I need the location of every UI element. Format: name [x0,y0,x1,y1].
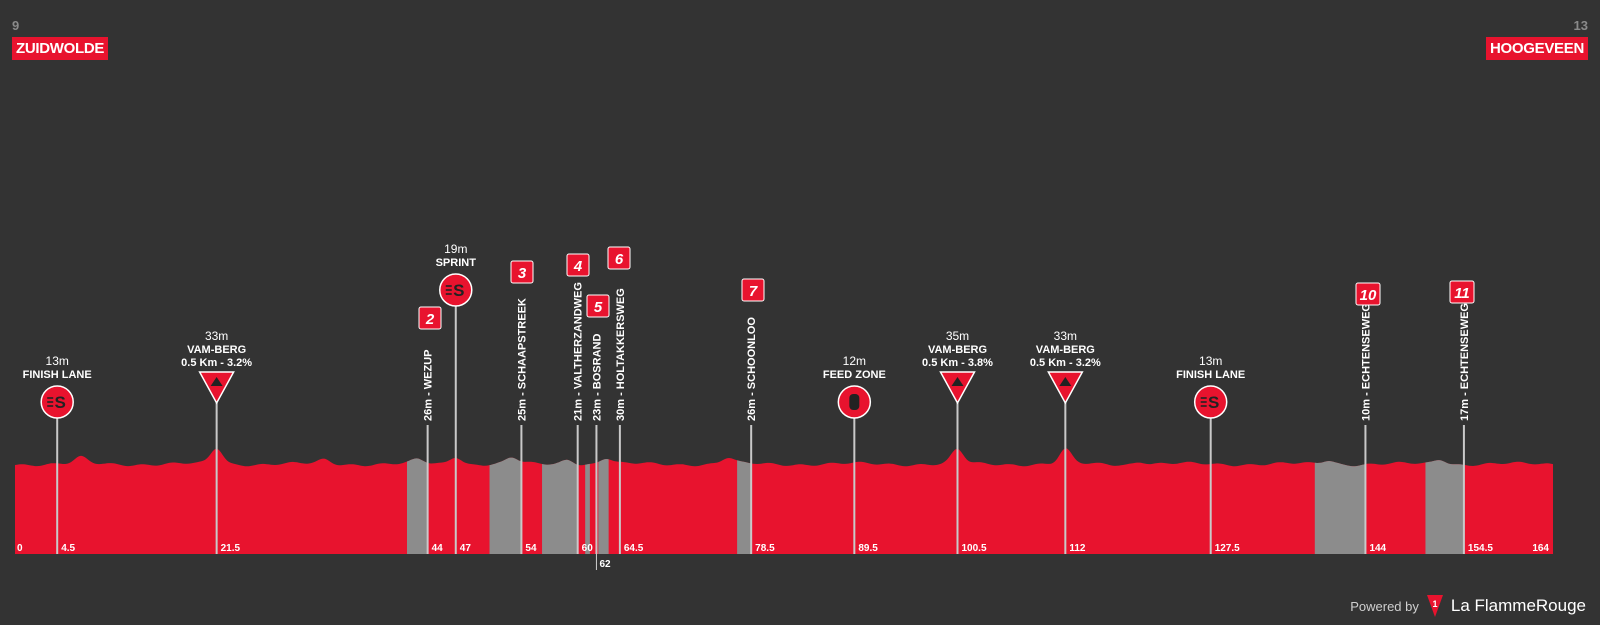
sector-band [1425,448,1464,554]
sector-band [598,448,609,554]
km-tick-label: 127.5 [1215,543,1240,554]
sector-band [542,448,578,554]
km-tick-label: 164 [1532,543,1549,554]
km-tick-label: 60 [582,543,594,554]
sector-band [737,448,752,554]
marker-label: VAM-BERG [187,344,246,356]
marker-detail: 0.5 Km - 3.2% [181,357,252,369]
finish-city: HOOGEVEEN [1486,37,1588,60]
sector-number-badge [418,306,442,330]
marker-label: FEED ZONE [823,369,886,381]
sector-number: 7 [749,283,758,300]
sprint-icon [40,385,74,419]
svg-text:1: 1 [1432,599,1437,609]
km-tick-label: 44 [432,543,444,554]
sector-number: 3 [518,265,527,282]
climb-icon [939,371,976,405]
brand-name: La FlammeRouge [1450,596,1586,615]
sprint-icon [1193,385,1228,419]
marker-elevation: 33m [205,329,228,343]
bottle-glyph [849,394,860,410]
km-tick-label: 0 [17,543,23,554]
sector-label: 10m - ECHTENSEWEG [1360,303,1372,421]
sector-number-badge [1355,282,1381,306]
finish-label: 13 HOOGEVEEN [1486,18,1588,60]
sector-number: 6 [615,251,624,268]
marker-elevation: 13m [46,354,69,368]
marker-label: FINISH LANE [1176,369,1245,381]
marker-detail: 0.5 Km - 3.8% [922,357,993,369]
sprint-icon [439,273,473,307]
sector-number-badge [510,260,534,284]
km-tick-label: 154.5 [1468,543,1493,554]
sector-number-badge [741,278,765,302]
footer-branding: Powered by 1 La FlammeRouge [1350,595,1586,617]
marker-label: FINISH LANE [23,369,92,381]
km-tick-label: 144 [1369,543,1386,554]
sector-label: 25m - SCHAAPSTREEK [516,298,528,421]
marker-label: VAM-BERG [928,344,987,356]
start-city: ZUIDWOLDE [12,37,109,60]
sector-number: 4 [573,258,583,275]
km-tick-label: 78.5 [755,543,775,554]
km-tick-label: 64.5 [624,543,644,554]
sector-band [585,448,590,554]
mountain-icon [210,377,223,386]
sector-band [407,448,428,554]
mountain-icon [1059,377,1072,386]
elevation-profile-area [15,448,1553,554]
sprint-glyph: S [1208,393,1219,412]
km-tick-label: 21.5 [221,543,241,554]
km-tick-label: 4.5 [61,543,75,554]
sector-number-badge [586,294,610,318]
marker-detail: 0.5 Km - 3.2% [1030,357,1101,369]
sector-number-badge [607,246,631,270]
marker-elevation: 19m [444,242,467,256]
start-number: 9 [12,18,20,33]
marker-elevation: 12m [843,354,866,368]
sector-band [1314,448,1366,554]
sector-number: 10 [1360,287,1377,304]
marker-elevation: 33m [1054,329,1077,343]
sector-label: 26m - SCHOONLOO [746,317,758,421]
sprint-glyph: S [55,393,66,412]
sector-label: 30m - HOLTAKKERSWEG [615,288,627,421]
sector-label: 21m - VALTHERZANDWEG [573,282,585,421]
climb-icon [1047,371,1084,405]
mountain-icon [951,377,964,386]
km-tick-label: 54 [525,543,537,554]
sector-label: 17m - ECHTENSEWEG [1459,303,1471,421]
sector-label: 23m - BOSRAND [591,334,603,421]
km-tick-label: 62 [599,559,611,570]
sprint-glyph: S [453,281,464,300]
sector-number: 11 [1454,285,1470,302]
sector-number: 2 [425,311,435,328]
sector-label: 26m - WEZUP [423,349,435,421]
sector-number-badge [1449,280,1475,304]
flamme-rouge-logo-icon: 1 [1426,595,1443,617]
marker-elevation: 35m [946,329,969,343]
km-tick-label: 100.5 [961,543,986,554]
sector-number-badge [566,253,590,277]
marker-label: VAM-BERG [1036,344,1095,356]
sector-number: 5 [594,299,603,316]
climb-icon [198,371,235,405]
marker-elevation: 13m [1199,354,1222,368]
finish-number: 13 [1573,18,1588,33]
sector-band [489,448,522,554]
km-tick-label: 47 [460,543,472,554]
km-tick-label: 89.5 [858,543,878,554]
powered-by-text: Powered by [1350,598,1419,614]
marker-label: SPRINT [436,257,477,269]
km-tick-label: 112 [1069,543,1086,554]
start-label: 9 ZUIDWOLDE [12,18,109,60]
